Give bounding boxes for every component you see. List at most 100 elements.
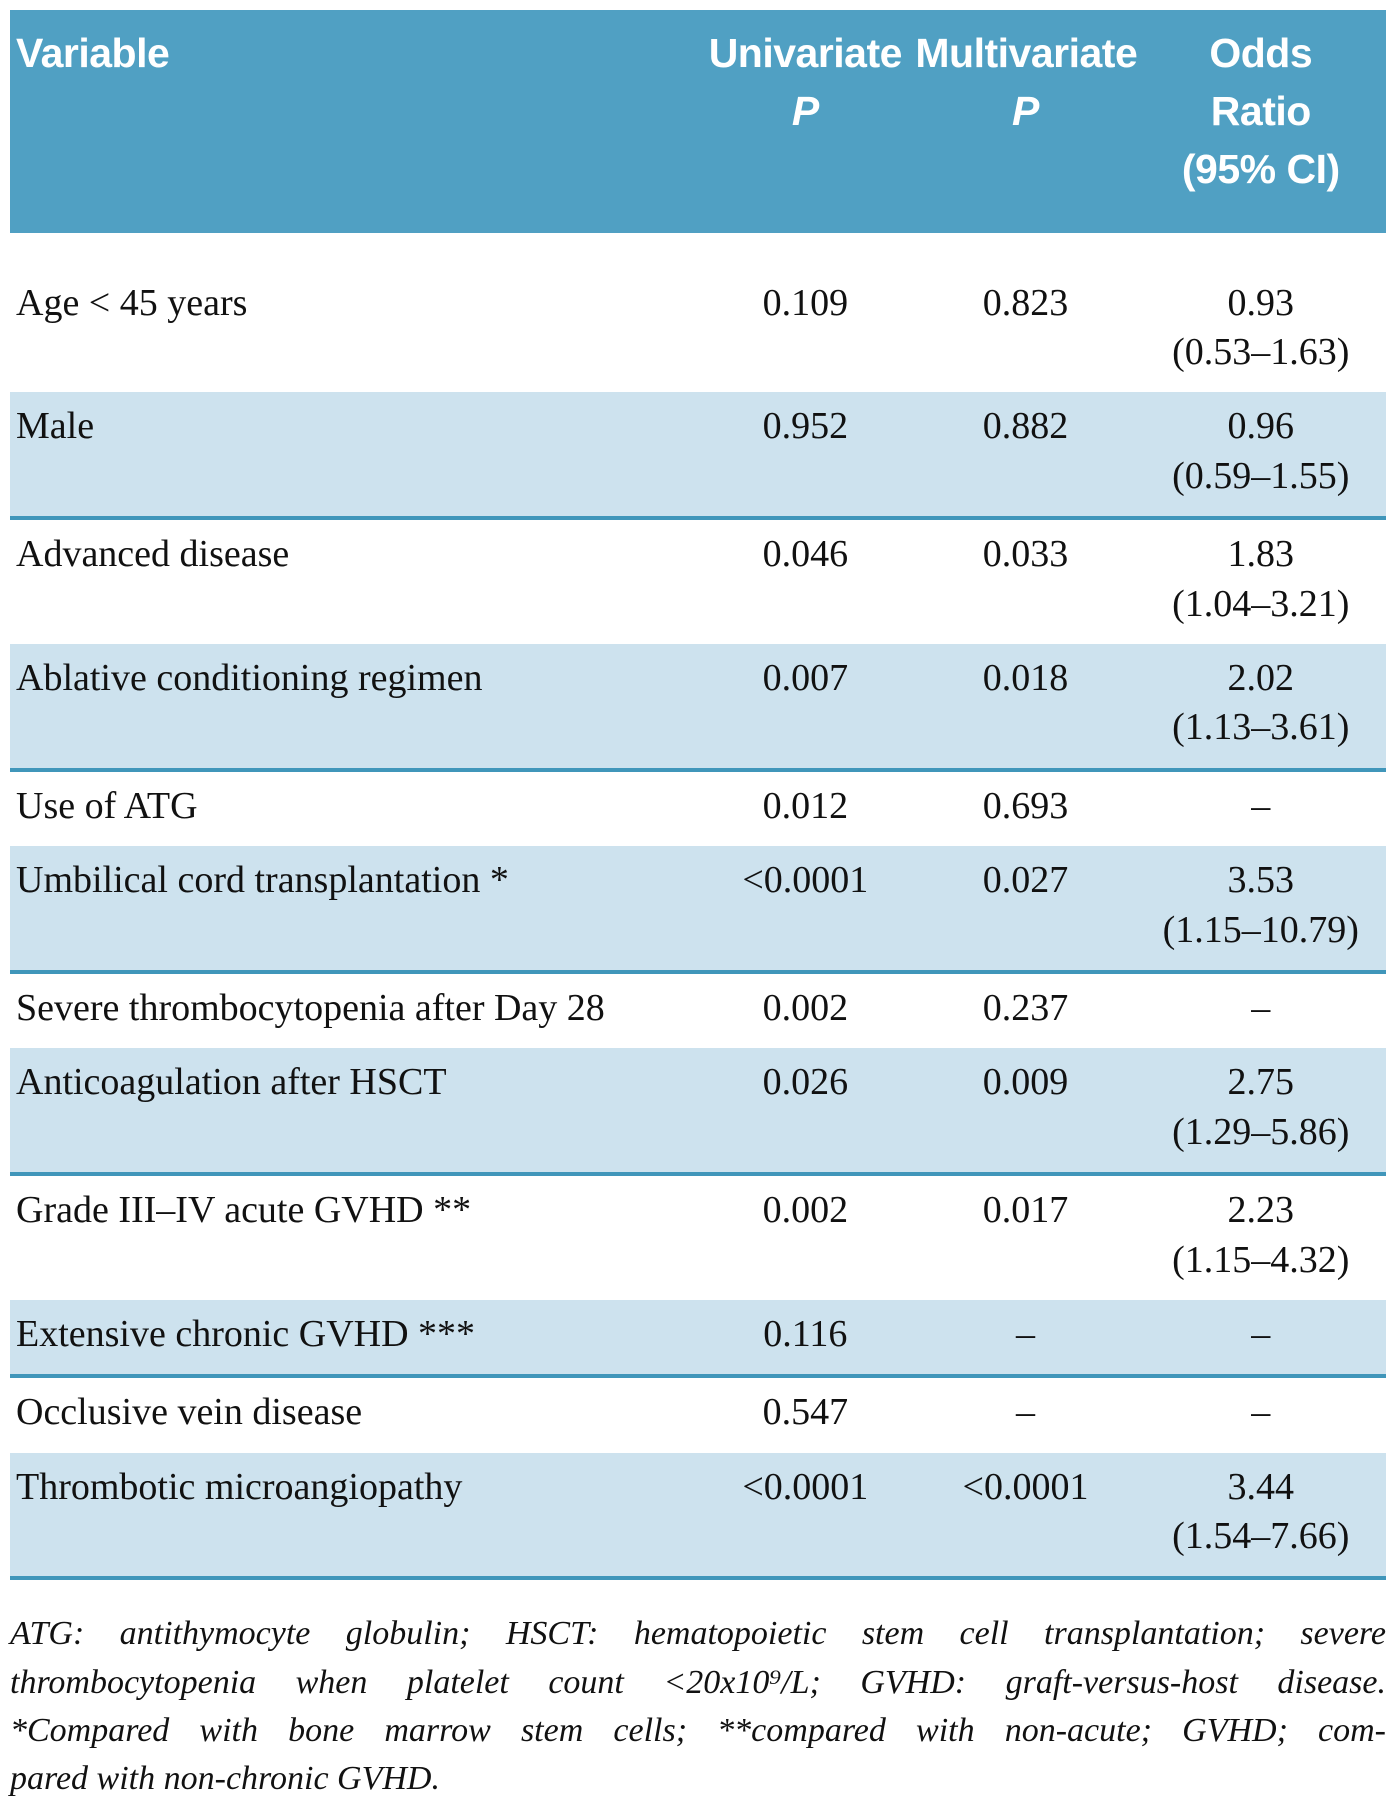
- cell-univariate-p: 0.012: [762, 784, 849, 827]
- cell-odds-ratio: –: [1136, 1300, 1386, 1376]
- col-header-odds-line2: Ratio: [1210, 88, 1312, 135]
- confidence-interval: (0.53–1.63): [1172, 331, 1350, 374]
- footnote-line: ATG: antithymocyte globulin; HSCT: hemat…: [10, 1615, 1386, 1653]
- cell-multivariate-p: –: [1015, 1391, 1035, 1434]
- footnote-line: thrombocytopenia when platelet count <20…: [10, 1663, 1386, 1701]
- col-header-univariate-label: Univariate: [708, 30, 903, 76]
- cell-variable: Occlusive vein disease: [16, 1391, 363, 1434]
- col-header-univariate-p: P: [791, 88, 819, 135]
- cell-multivariate-p: 0.033: [982, 533, 1069, 576]
- table-row: Grade III–IV acute GVHD ** 0.002 0.017 2.23…: [10, 1174, 1386, 1300]
- cell-variable: Advanced disease: [16, 533, 290, 576]
- confidence-interval: (1.13–3.61): [1172, 706, 1350, 749]
- cell-univariate-p: 0.109: [762, 281, 849, 324]
- cell-multivariate-p: 0.017: [982, 1189, 1069, 1232]
- cell-univariate-p: 0.002: [762, 986, 849, 1029]
- cell-univariate-p: 0.547: [762, 1391, 849, 1434]
- cell-odds-ratio: 2.02 (1.13–3.61): [1136, 644, 1386, 770]
- cell-variable: Anticoagulation after HSCT: [16, 1061, 447, 1104]
- odds-ratio-value: 1.83: [1227, 533, 1295, 576]
- cell-multivariate-p: 0.009: [982, 1061, 1069, 1104]
- table-row: Extensive chronic GVHD *** 0.116 – –: [10, 1299, 1386, 1377]
- cell-multivariate-p: 0.882: [982, 405, 1069, 448]
- cell-univariate-p: 0.026: [762, 1061, 849, 1104]
- col-header-variable: Variable: [10, 10, 696, 233]
- col-header-univariate: Univariate P: [695, 10, 916, 233]
- cell-multivariate-p: 0.693: [982, 784, 1069, 827]
- col-header-multivariate-label: Multivariate: [915, 30, 1138, 76]
- table-row: Umbilical cord transplantation * <0.0001 0…: [10, 846, 1386, 972]
- cell-odds-ratio: 1.83 (1.04–3.21): [1136, 518, 1386, 644]
- odds-ratio-value: –: [1251, 986, 1271, 1029]
- cell-variable: Umbilical cord transplantation *: [16, 859, 509, 902]
- col-header-multivariate: Multivariate P: [915, 10, 1138, 233]
- table-row: Ablative conditioning regimen 0.007 0.018 2…: [10, 644, 1386, 770]
- table-row: Age < 45 years 0.109 0.823 0.93 (0.53–1.63): [10, 233, 1386, 393]
- table-row: Anticoagulation after HSCT 0.026 0.009 2.75…: [10, 1048, 1386, 1175]
- cell-odds-ratio: –: [1136, 1376, 1386, 1452]
- cell-variable: Ablative conditioning regimen: [16, 657, 483, 699]
- cell-odds-ratio: –: [1136, 770, 1386, 846]
- cell-multivariate-p: 0.823: [982, 281, 1069, 324]
- cell-odds-ratio: 3.53 (1.15–10.79): [1136, 846, 1386, 972]
- col-header-odds-line3: (95% CI): [1181, 146, 1340, 193]
- table-row: Thrombotic microangiopathy <0.0001 <0.0001…: [10, 1452, 1386, 1579]
- odds-ratio-value: 0.93: [1227, 281, 1295, 324]
- odds-ratio-value: 2.23: [1227, 1189, 1295, 1232]
- confidence-interval: (1.29–5.86): [1172, 1110, 1350, 1153]
- odds-ratio-value: 0.96: [1227, 405, 1295, 448]
- table-body: Age < 45 years 0.109 0.823 0.93 (0.53–1.63) M…: [10, 233, 1386, 1579]
- cell-multivariate-p: 0.018: [982, 657, 1069, 699]
- table-row: Use of ATG 0.012 0.693 –: [10, 770, 1386, 846]
- results-table: Variable Univariate P Multivariate P Odd…: [10, 10, 1386, 1580]
- cell-variable: Grade III–IV acute GVHD **: [16, 1189, 472, 1232]
- footnote-line: pared with non-chronic GVHD.: [10, 1760, 440, 1798]
- cell-odds-ratio: 3.44 (1.54–7.66): [1136, 1453, 1386, 1579]
- confidence-interval: (0.59–1.55): [1172, 454, 1350, 497]
- odds-ratio-value: 2.02: [1227, 657, 1295, 699]
- table-row: Male 0.952 0.882 0.96 (0.59–1.55): [10, 392, 1386, 519]
- confidence-interval: (1.54–7.66): [1172, 1515, 1350, 1558]
- confidence-interval: (1.15–4.32): [1172, 1238, 1350, 1281]
- cell-multivariate-p: 0.237: [982, 986, 1069, 1029]
- cell-univariate-p: <0.0001: [742, 1465, 869, 1508]
- cell-univariate-p: 0.002: [762, 1189, 849, 1232]
- col-header-variable-label: Variable: [16, 30, 170, 76]
- table-row: Severe thrombocytopenia after Day 28 0.00…: [10, 972, 1386, 1048]
- cell-variable: Severe thrombocytopenia after Day 28: [16, 986, 605, 1029]
- odds-ratio-value: –: [1251, 1312, 1271, 1355]
- cell-multivariate-p: <0.0001: [962, 1465, 1089, 1508]
- odds-ratio-value: –: [1251, 1391, 1271, 1434]
- cell-odds-ratio: 0.96 (0.59–1.55): [1136, 392, 1386, 518]
- cell-variable: Use of ATG: [16, 784, 198, 827]
- odds-ratio-value: –: [1251, 784, 1271, 827]
- cell-univariate-p: <0.0001: [742, 859, 869, 902]
- table-header: Variable Univariate P Multivariate P Odd…: [10, 10, 1386, 233]
- header-row: Variable Univariate P Multivariate P Odd…: [10, 10, 1386, 233]
- col-header-multivariate-p: P: [1012, 88, 1039, 135]
- cell-multivariate-p: –: [1015, 1312, 1035, 1355]
- odds-ratio-value: 3.53: [1227, 859, 1295, 902]
- odds-ratio-value: 2.75: [1227, 1061, 1295, 1104]
- cell-univariate-p: 0.116: [763, 1312, 848, 1355]
- cell-univariate-p: 0.007: [762, 657, 849, 699]
- odds-ratio-value: 3.44: [1227, 1465, 1295, 1508]
- cell-univariate-p: 0.952: [762, 405, 849, 448]
- cell-odds-ratio: 2.75 (1.29–5.86): [1136, 1048, 1386, 1174]
- cell-variable: Male: [16, 405, 95, 448]
- table-row: Occlusive vein disease 0.547 – –: [10, 1376, 1386, 1452]
- cell-multivariate-p: 0.027: [982, 859, 1069, 902]
- cell-odds-ratio: 0.93 (0.53–1.63): [1136, 233, 1386, 393]
- table-row: Advanced disease 0.046 0.033 1.83 (1.04–3.21…: [10, 518, 1386, 644]
- confidence-interval: (1.04–3.21): [1172, 582, 1350, 625]
- table-footnote: ATG: antithymocyte globulin; HSCT: hemat…: [10, 1610, 1386, 1800]
- footnote-line: *Compared with bone marrow stem cells; *…: [10, 1712, 1386, 1749]
- cell-variable: Age < 45 years: [16, 281, 248, 324]
- cell-odds-ratio: 2.23 (1.15–4.32): [1136, 1174, 1386, 1300]
- col-header-odds-line1: Odds: [1209, 30, 1313, 76]
- cell-univariate-p: 0.046: [762, 533, 849, 576]
- cell-variable: Thrombotic microangiopathy: [16, 1465, 463, 1508]
- cell-variable: Extensive chronic GVHD ***: [16, 1312, 476, 1355]
- cell-odds-ratio: –: [1136, 972, 1386, 1048]
